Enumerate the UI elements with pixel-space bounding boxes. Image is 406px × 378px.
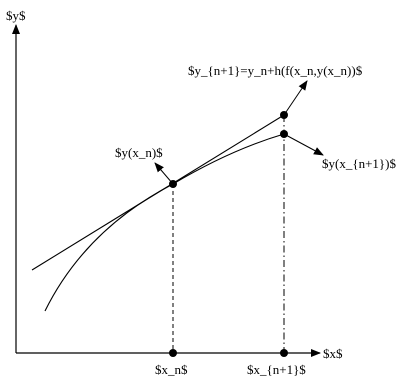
point-current [169,180,177,188]
euler-step-label: $y_{n+1}=y_n+h(f(x_n,y(x_n))$ [188,63,363,78]
y-axis-label: $y$ [6,8,26,23]
point-current-arrow [154,162,174,185]
x-n1-label: $x_{n+1}$ [247,362,306,377]
euler-step-arrow [283,80,308,116]
solution-curve [44,133,285,312]
point-current-label: $y(x_n)$ [115,145,163,160]
point-euler-estimate [280,111,288,119]
x-axis-label: $x$ [323,346,343,361]
point-next-exact [280,130,288,138]
x-n1-axis-point [280,349,288,357]
point-next-exact-arrow [283,133,324,156]
point-next-exact-label: $y(x_{n+1})$ [322,156,396,171]
x-n-axis-point [169,349,177,357]
x-n-label: $x_n$ [155,362,188,377]
